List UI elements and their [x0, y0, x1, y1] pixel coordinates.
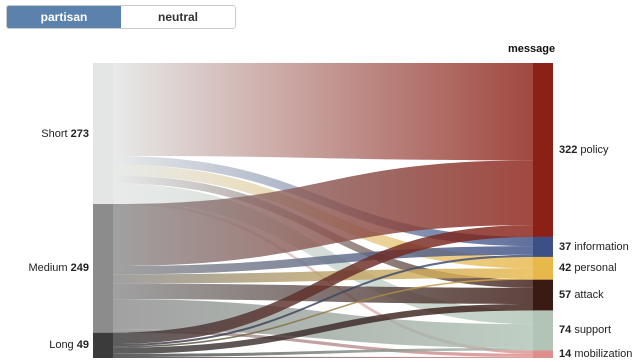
toggle-partisan-button[interactable]: partisan: [7, 6, 121, 28]
view-toggle: partisan neutral: [6, 5, 236, 29]
link-long-mobilization[interactable]: [113, 356, 533, 358]
message-header: message: [508, 43, 556, 55]
source-node-short[interactable]: [93, 63, 113, 205]
source-name: Medium: [28, 262, 68, 275]
target-node-attack[interactable]: [533, 279, 553, 311]
source-value: 249: [70, 262, 89, 275]
link-long-support[interactable]: [113, 348, 533, 357]
link-medium-mobilization[interactable]: [113, 329, 533, 357]
target-label-mobilization: 14 mobilization: [559, 348, 632, 360]
source-label-long: Long 49: [49, 339, 89, 351]
target-name: support: [574, 324, 612, 337]
target-value: 74: [559, 324, 572, 337]
target-label-support: 74 support: [559, 324, 611, 336]
link-long-policy[interactable]: [113, 225, 533, 345]
target-name: policy: [580, 143, 609, 156]
source-node-medium[interactable]: [93, 204, 113, 333]
target-value: 42: [559, 262, 572, 275]
target-node-mobilization[interactable]: [533, 350, 553, 358]
sankey-nodes: [93, 63, 553, 358]
link-medium-personal[interactable]: [113, 268, 533, 284]
link-medium-information[interactable]: [113, 246, 533, 275]
link-long-attack[interactable]: [113, 303, 533, 354]
target-value: 322: [559, 143, 578, 156]
link-short-policy[interactable]: [113, 63, 533, 161]
target-label-policy: 322 policy: [559, 144, 609, 156]
target-name: mobilization: [574, 348, 633, 361]
link-medium-attack[interactable]: [113, 283, 533, 304]
target-label-information: 37 information: [559, 241, 629, 253]
source-name: Long: [49, 339, 74, 352]
link-long-information[interactable]: [113, 254, 533, 347]
target-node-policy[interactable]: [533, 63, 553, 237]
target-value: 14: [559, 348, 572, 361]
target-label-personal: 42 personal: [559, 262, 617, 274]
source-label-short: Short 273: [41, 128, 89, 140]
toggle-neutral-button[interactable]: neutral: [121, 6, 235, 28]
target-value: 57: [559, 289, 572, 302]
source-node-long[interactable]: [93, 332, 113, 358]
target-node-information[interactable]: [533, 236, 553, 257]
link-long-personal[interactable]: [113, 278, 533, 348]
link-medium-policy[interactable]: [113, 160, 533, 267]
target-name: information: [574, 240, 629, 253]
target-label-attack: 57 attack: [559, 289, 604, 301]
source-label-medium: Medium 249: [28, 262, 89, 274]
source-value: 49: [76, 339, 89, 352]
sankey-links: [113, 63, 533, 358]
target-name: attack: [574, 289, 604, 302]
source-name: Short: [41, 127, 68, 140]
source-value: 273: [70, 127, 89, 140]
link-short-support[interactable]: [113, 183, 533, 325]
link-medium-support[interactable]: [113, 299, 533, 349]
target-value: 37: [559, 240, 572, 253]
target-node-support[interactable]: [533, 310, 553, 351]
target-name: personal: [574, 262, 617, 275]
target-node-personal[interactable]: [533, 256, 553, 280]
